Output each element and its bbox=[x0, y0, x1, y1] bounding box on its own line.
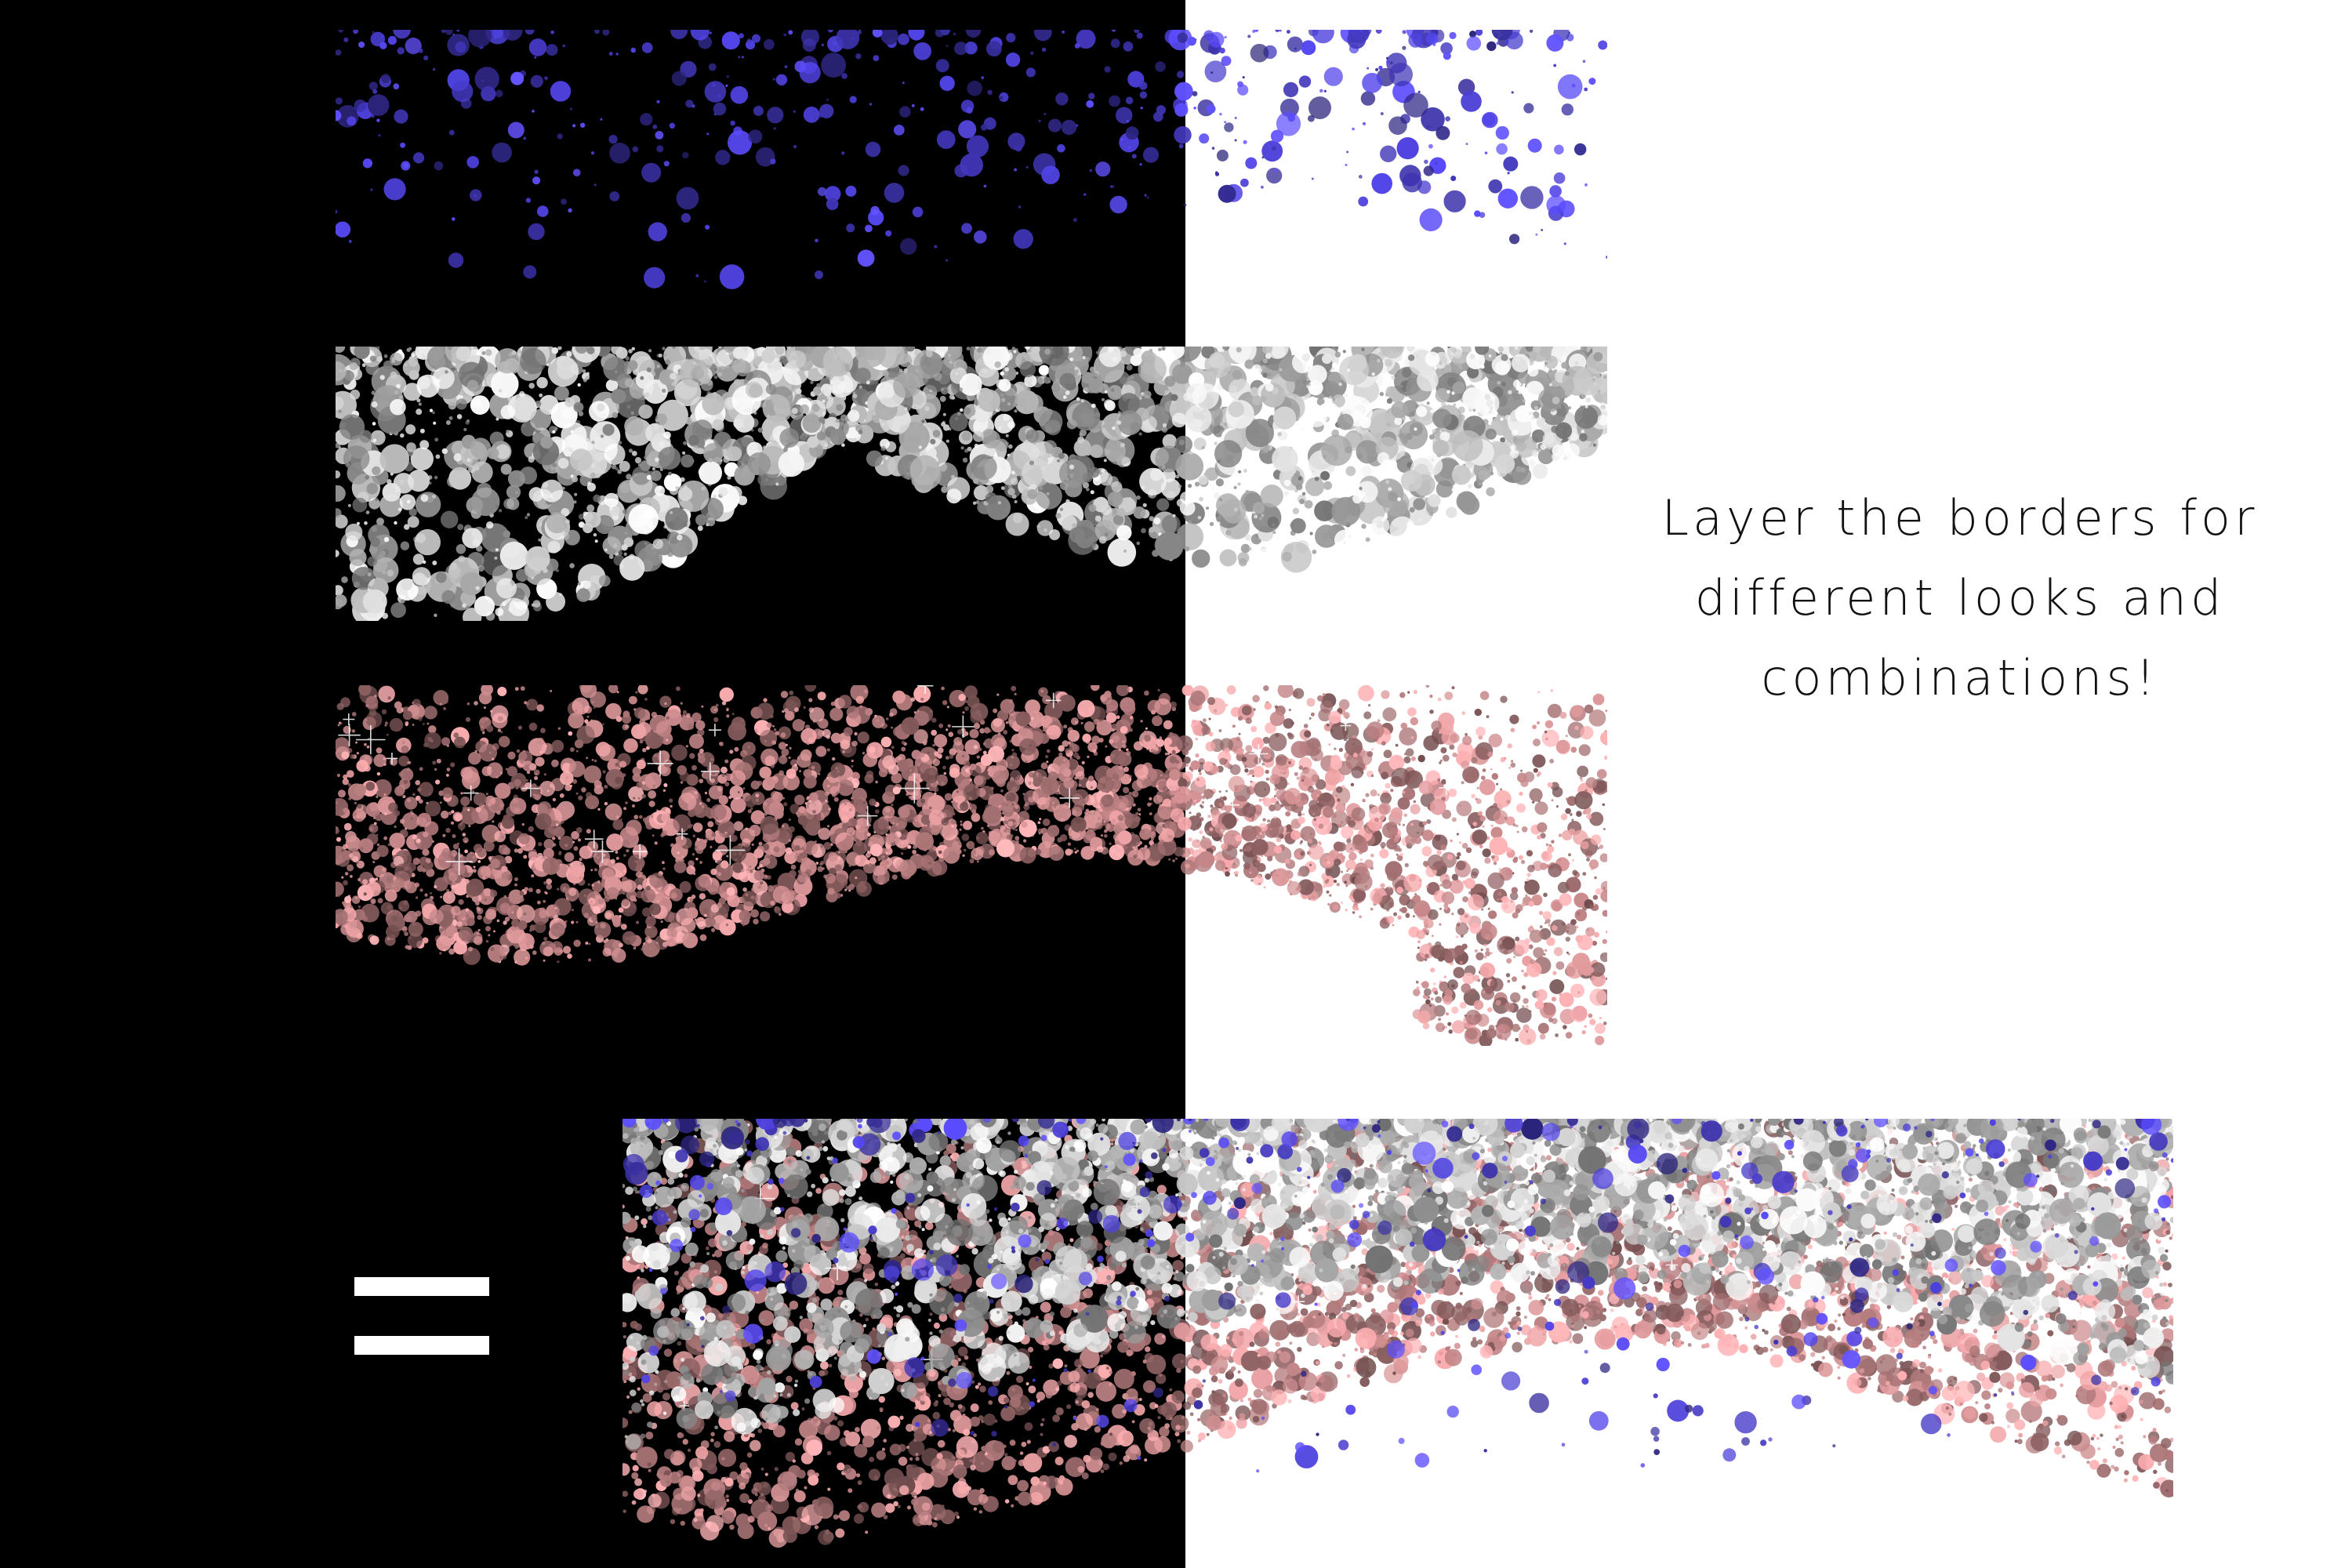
caption-line-1: Layer the borders for bbox=[1661, 489, 2259, 546]
combined-glitter-border bbox=[622, 1119, 2173, 1548]
caption-line-2: different looks and bbox=[1694, 569, 2226, 626]
rose-gold-glitter-border bbox=[336, 685, 1607, 1046]
silver-glitter-border bbox=[336, 347, 1607, 621]
equals-sign-top-bar bbox=[354, 1277, 489, 1296]
caption-line-3: combinations! bbox=[1761, 649, 2159, 706]
equals-sign-bottom-bar bbox=[354, 1336, 489, 1355]
blue-glitter-border bbox=[336, 30, 1607, 289]
caption-text: Layer the borders for different looks an… bbox=[1631, 478, 2289, 718]
